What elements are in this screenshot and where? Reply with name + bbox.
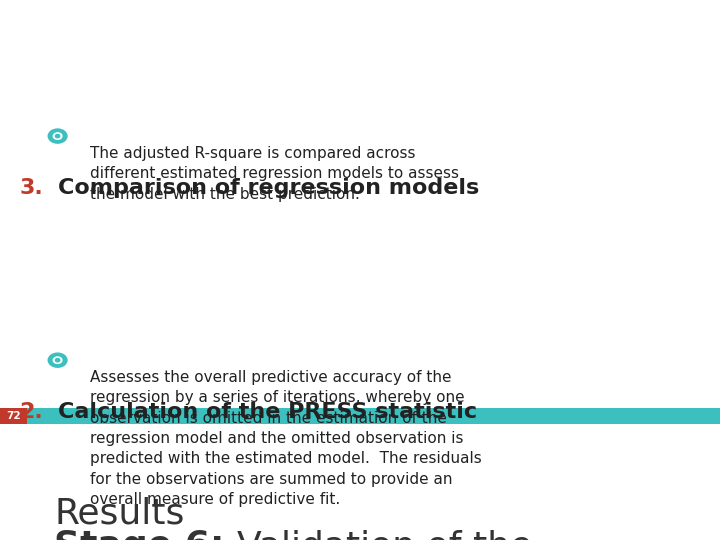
Text: Stage 6:: Stage 6: <box>54 529 237 540</box>
Circle shape <box>48 129 67 143</box>
Circle shape <box>48 353 67 367</box>
Text: Assesses the overall predictive accuracy of the
regression by a series of iterat: Assesses the overall predictive accuracy… <box>90 370 482 507</box>
Text: 2.: 2. <box>19 402 43 422</box>
Text: The adjusted R-square is compared across
different estimated regression models t: The adjusted R-square is compared across… <box>90 146 459 201</box>
Text: 72: 72 <box>6 411 21 421</box>
Bar <box>0 408 720 424</box>
Text: Validation of the: Validation of the <box>237 529 532 540</box>
Circle shape <box>55 134 60 138</box>
Text: Comparison of regression models: Comparison of regression models <box>58 178 479 198</box>
Circle shape <box>55 359 60 362</box>
Text: Calculation of the PRESS statistic: Calculation of the PRESS statistic <box>58 402 477 422</box>
Bar <box>0 408 27 424</box>
Text: 3.: 3. <box>19 178 43 198</box>
Text: Results: Results <box>54 497 184 531</box>
Circle shape <box>53 133 62 139</box>
Circle shape <box>53 357 62 363</box>
